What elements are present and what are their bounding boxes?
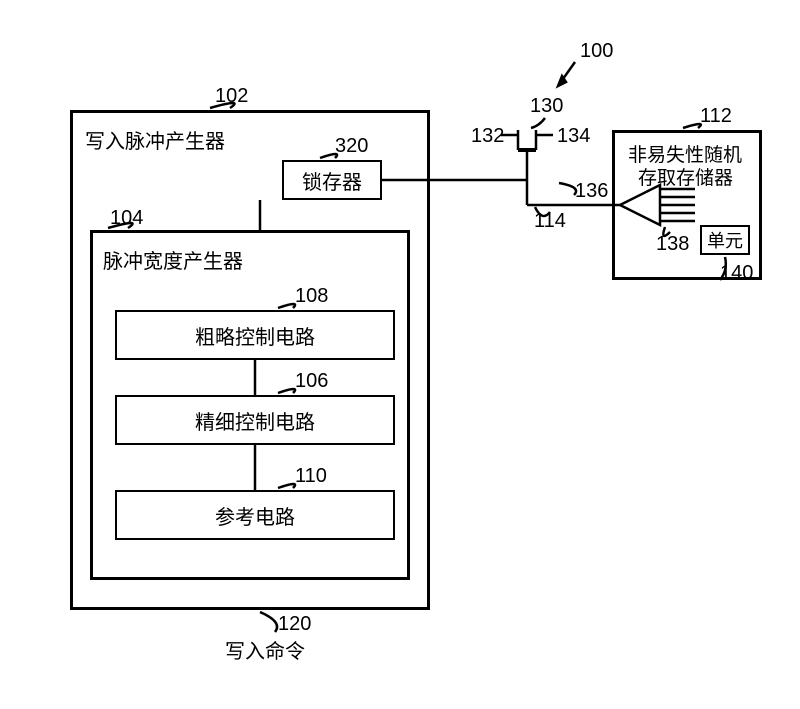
block-diagram: 写入脉冲产生器 脉冲宽度产生器 粗略控制电路 精细控制电路 参考电路 锁存器 非… (0, 0, 800, 709)
connectors-svg (0, 0, 800, 709)
